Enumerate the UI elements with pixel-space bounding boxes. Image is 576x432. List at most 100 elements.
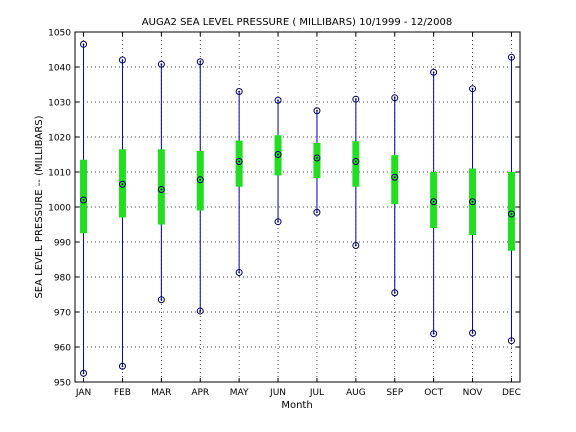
max-marker-mar: [157, 60, 165, 68]
max-marker-feb: [118, 56, 126, 64]
median-marker-dot-dec: [510, 213, 513, 215]
max-marker-dot-aug: [354, 98, 357, 101]
max-marker-dot-mar: [160, 63, 163, 66]
x-tick-label-dec: DEC: [502, 388, 521, 398]
y-tick-label: 1030: [48, 99, 71, 109]
median-marker-feb: [118, 180, 126, 188]
y-tick-label: 960: [54, 344, 71, 354]
iqr-box-jul: [313, 142, 321, 178]
y-tick-label: 1050: [48, 29, 71, 39]
max-marker-apr: [196, 58, 204, 66]
median-marker-dec: [507, 210, 515, 218]
x-tick-label-jan: JAN: [75, 388, 91, 398]
median-marker-apr: [196, 176, 204, 184]
median-marker-dot-jan: [82, 199, 85, 201]
max-marker-dot-dec: [510, 56, 513, 59]
max-marker-dot-sep: [393, 96, 396, 99]
max-marker-dec: [507, 53, 515, 61]
iqr-box-may: [235, 140, 243, 187]
y-tick-label: 1020: [48, 134, 71, 144]
median-marker-dot-mar: [160, 188, 163, 191]
x-tick-label-jul: JUL: [309, 388, 324, 398]
median-marker-jan: [80, 196, 88, 204]
max-marker-jul: [313, 107, 321, 115]
min-marker-jun: [274, 218, 282, 226]
median-marker-dot-oct: [432, 200, 435, 203]
y-tick-label: 970: [54, 309, 71, 319]
median-marker-sep: [391, 173, 399, 181]
min-marker-dot-jan: [82, 372, 85, 375]
median-marker-dot-feb: [121, 183, 124, 186]
max-marker-aug: [352, 95, 360, 103]
min-marker-may: [235, 268, 243, 276]
y-tick-label: 950: [54, 379, 71, 389]
min-marker-dot-may: [238, 271, 241, 274]
max-marker-dot-jan: [82, 43, 85, 46]
median-marker-jun: [274, 151, 282, 158]
median-marker-dot-aug: [354, 160, 357, 163]
max-marker-dot-oct: [432, 71, 435, 74]
x-tick-label-mar: MAR: [151, 388, 171, 398]
box-plot-series: [80, 40, 515, 377]
median-marker-dot-apr: [199, 178, 202, 181]
min-marker-dot-nov: [471, 332, 474, 334]
min-marker-oct: [430, 330, 438, 338]
min-marker-jul: [313, 208, 321, 216]
median-marker-jul: [313, 154, 321, 162]
max-marker-dot-may: [238, 90, 241, 93]
median-marker-dot-nov: [471, 200, 474, 203]
x-tick-label-aug: AUG: [346, 388, 366, 398]
iqr-box-apr: [196, 151, 204, 211]
min-marker-dot-oct: [432, 332, 435, 335]
max-marker-jan: [80, 40, 88, 48]
min-marker-dot-dec: [510, 339, 513, 342]
y-tick-label: 1040: [48, 64, 71, 74]
iqr-box-oct: [430, 172, 438, 228]
median-marker-nov: [469, 198, 477, 206]
max-marker-dot-feb: [121, 59, 124, 61]
max-marker-dot-jul: [316, 109, 318, 112]
median-marker-dot-jul: [316, 157, 318, 159]
grid-lines: [75, 32, 520, 382]
x-tick-label-apr: APR: [191, 388, 209, 398]
max-marker-oct: [430, 68, 438, 76]
min-marker-sep: [391, 289, 399, 297]
median-marker-oct: [430, 198, 438, 206]
x-tick-label-oct: OCT: [424, 388, 443, 398]
y-tick-label: 980: [54, 274, 71, 284]
min-marker-dot-mar: [160, 298, 163, 301]
median-marker-mar: [157, 186, 165, 193]
min-marker-dot-aug: [354, 244, 357, 247]
median-marker-dot-jun: [277, 153, 279, 156]
y-axis-label: SEA LEVEL PRESSURE -- (MILLIBARS): [34, 115, 45, 298]
max-marker-may: [235, 88, 243, 95]
median-marker-may: [235, 158, 243, 165]
y-tick-label: 1010: [48, 169, 71, 179]
min-marker-dot-jul: [316, 211, 318, 214]
max-marker-dot-apr: [199, 60, 202, 63]
min-marker-nov: [469, 329, 477, 337]
x-tick-label-nov: NOV: [463, 388, 484, 398]
median-marker-dot-sep: [393, 176, 396, 179]
min-marker-dot-feb: [121, 365, 124, 368]
median-marker-aug: [352, 158, 360, 165]
x-tick-label-jun: JUN: [269, 388, 286, 398]
min-marker-apr: [196, 307, 204, 315]
axis-ticks: 950 960 970 980 990 1000 1010 1020 1030 1040 1050 J…: [48, 29, 521, 399]
max-marker-dot-nov: [471, 87, 474, 90]
min-marker-dec: [507, 337, 515, 345]
y-tick-label: 990: [54, 239, 71, 249]
max-marker-sep: [391, 94, 399, 102]
x-tick-label-feb: FEB: [114, 388, 131, 398]
max-marker-jun: [274, 96, 282, 104]
y-tick-label: 1000: [48, 204, 71, 214]
chart-title: AUGA2 SEA LEVEL PRESSURE ( MILLIBARS) 10…: [142, 17, 452, 28]
min-marker-feb: [118, 362, 126, 370]
max-marker-dot-jun: [277, 99, 279, 102]
iqr-box-sep: [391, 155, 399, 205]
min-marker-aug: [352, 242, 360, 249]
median-marker-dot-may: [238, 160, 241, 163]
x-tick-label-may: MAY: [230, 388, 249, 398]
iqr-box-aug: [352, 141, 360, 187]
